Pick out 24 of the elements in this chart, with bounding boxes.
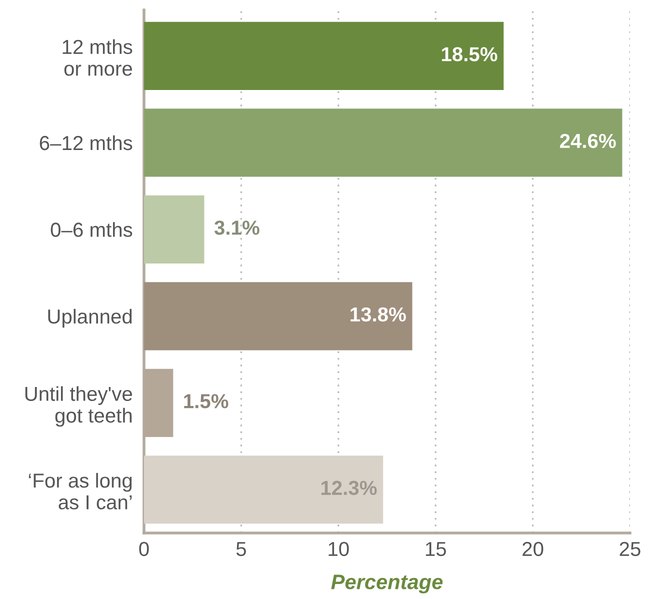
data-label: 1.5% bbox=[184, 394, 228, 408]
bar bbox=[144, 22, 504, 90]
x-tick-label: 0 bbox=[139, 542, 149, 556]
y-tick-label: Until they've got teeth bbox=[25, 386, 132, 427]
x-axis-title: Percentage bbox=[331, 574, 443, 594]
y-tick-label: Uplanned bbox=[48, 308, 132, 328]
x-tick-label: 10 bbox=[328, 542, 349, 556]
data-label: 13.8% bbox=[350, 307, 406, 322]
y-tick-label: 12 mths or more bbox=[62, 39, 132, 76]
bar bbox=[144, 108, 622, 177]
y-tick-label: 6–12 mths bbox=[40, 135, 132, 150]
y-tick-label: 0–6 mths bbox=[50, 222, 132, 237]
data-label: 12.3% bbox=[321, 480, 377, 496]
bar bbox=[144, 282, 412, 350]
y-tick-label: ‘For as long as I can’ bbox=[28, 472, 132, 510]
x-tick-label: 15 bbox=[426, 542, 446, 556]
bar bbox=[144, 456, 384, 524]
data-label: 24.6% bbox=[560, 134, 616, 148]
x-tick-label: 20 bbox=[522, 542, 544, 556]
x-tick-label: 5 bbox=[236, 542, 246, 556]
x-tick-label: 25 bbox=[620, 542, 640, 556]
bar bbox=[144, 195, 204, 264]
data-label: 18.5% bbox=[442, 47, 498, 62]
data-label: 3.1% bbox=[214, 220, 260, 235]
